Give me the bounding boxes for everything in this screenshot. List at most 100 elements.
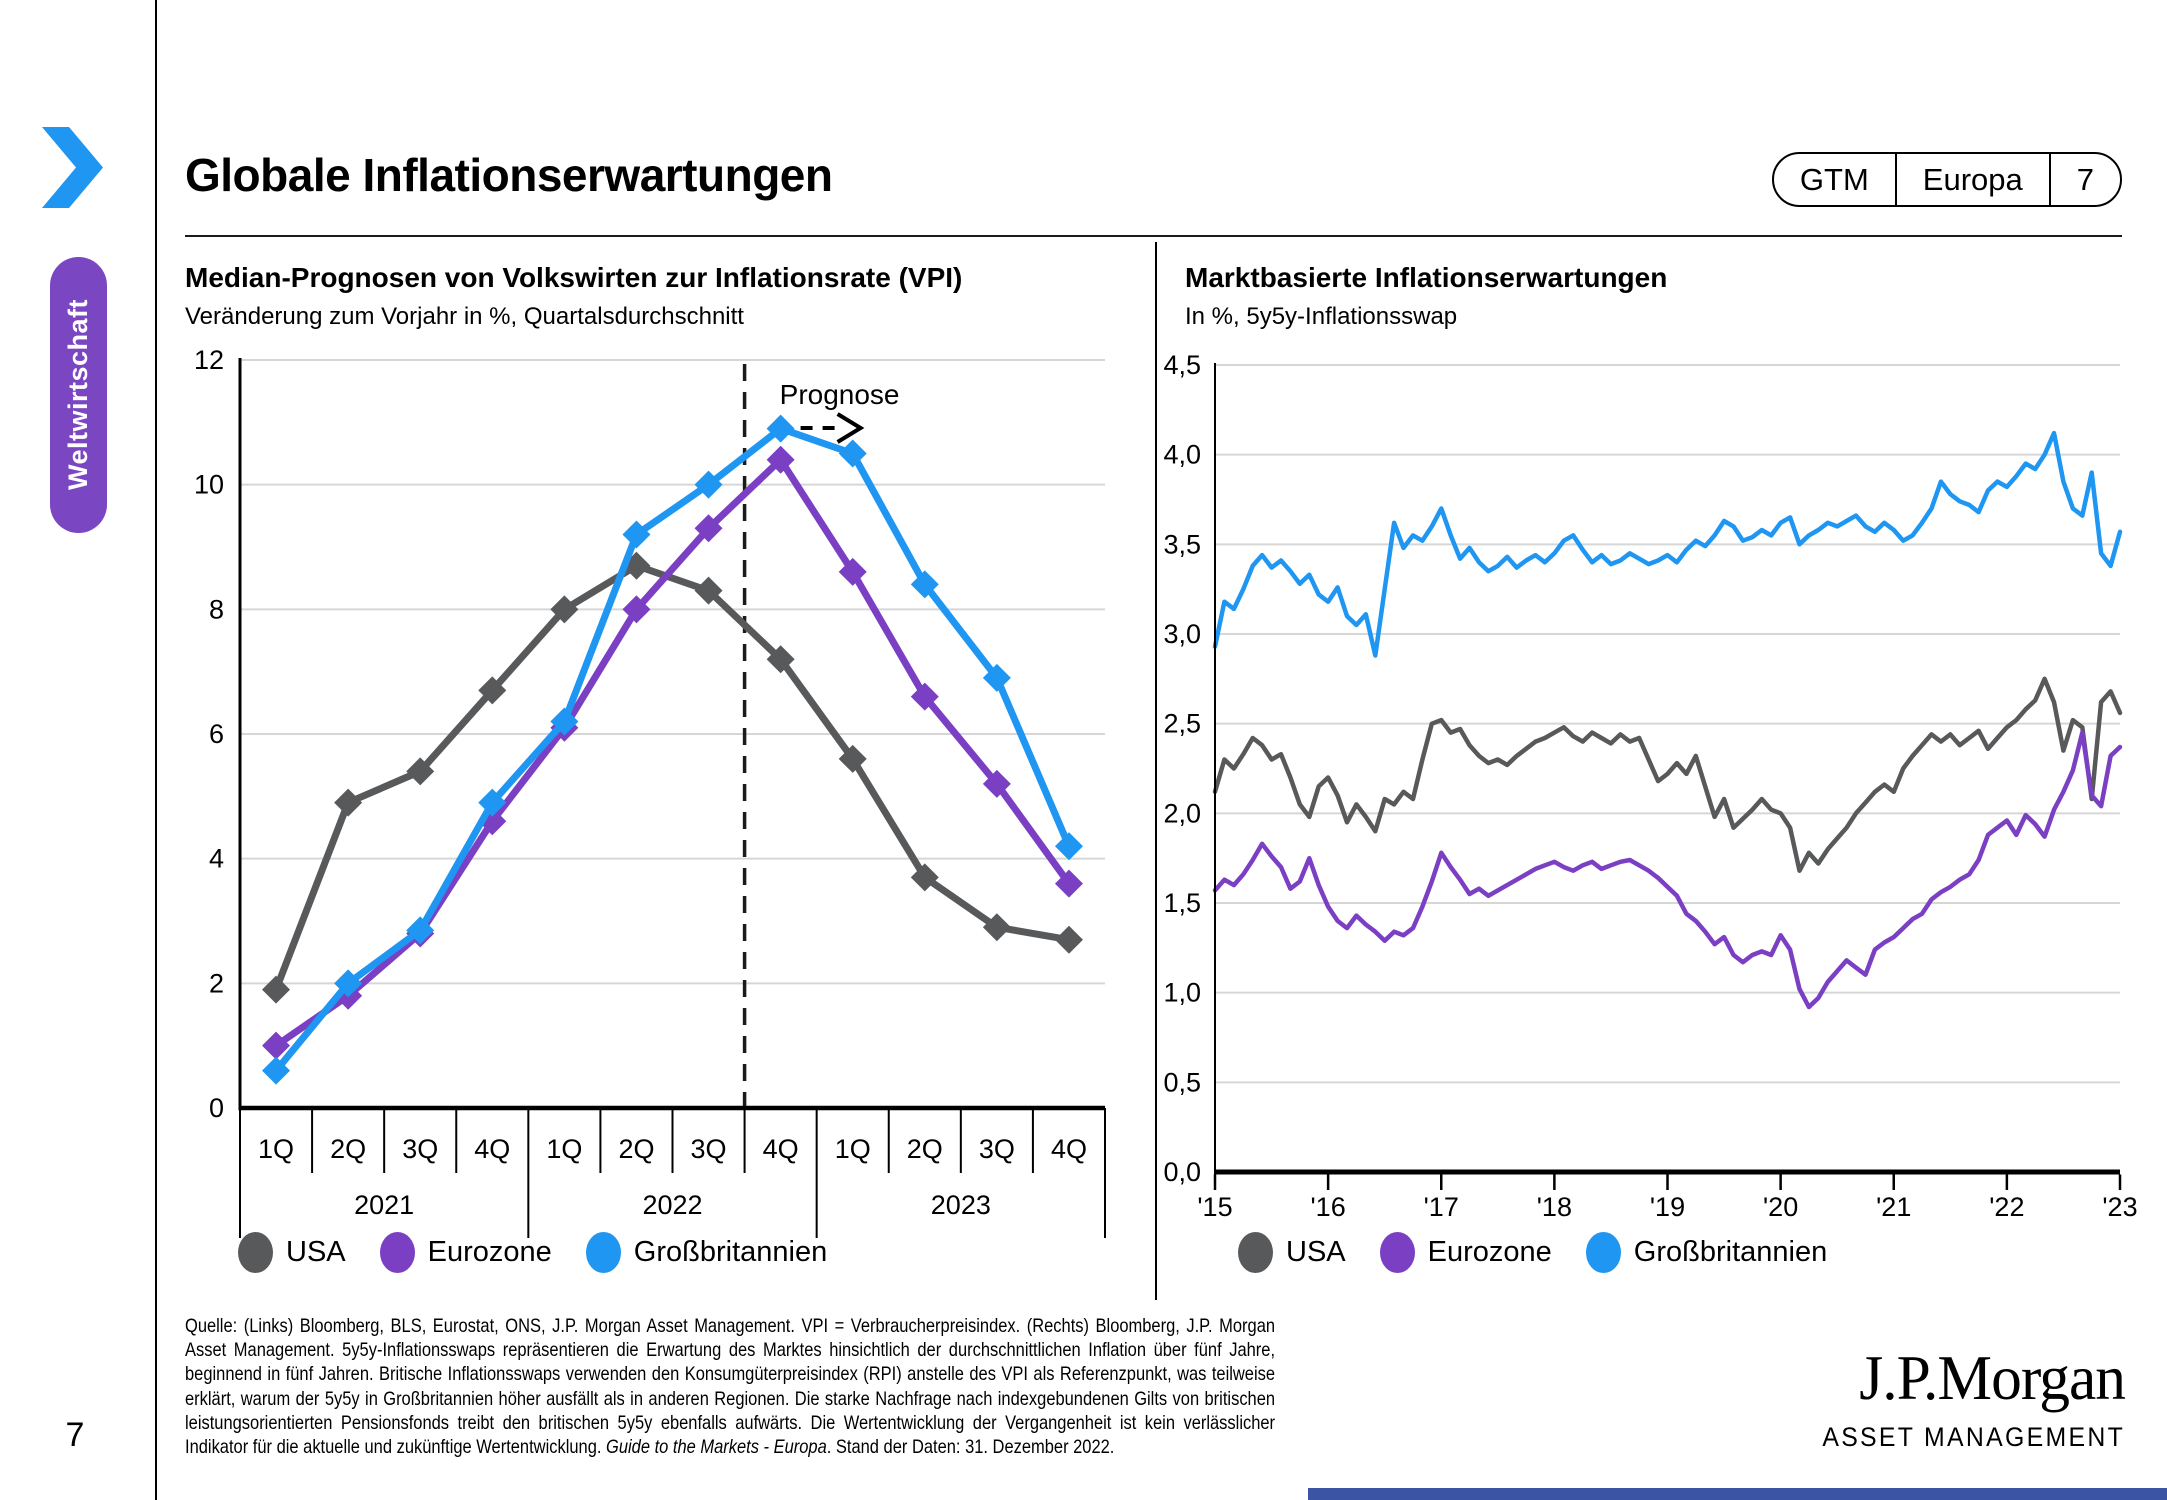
legend-item-USA[interactable]: USA xyxy=(1238,1232,1346,1273)
y-axis-tick-label: 12 xyxy=(194,345,224,375)
series-marker-Eurozone xyxy=(1054,869,1083,898)
page-title: Globale Inflationserwartungen xyxy=(185,149,833,201)
gtm-badge: GTM Europa 7 xyxy=(1771,152,2122,207)
series-marker-USA xyxy=(334,788,363,817)
quarter-label: 4Q xyxy=(474,1134,510,1164)
y-axis-tick-label: 3,0 xyxy=(1163,619,1201,649)
forecast-arrow-head xyxy=(836,412,865,444)
series-marker-Eurozone xyxy=(838,557,867,586)
series-marker-USA xyxy=(478,676,507,705)
series-marker-Eurozone xyxy=(766,445,795,474)
series-marker-USA xyxy=(766,645,795,674)
legend-dot xyxy=(1585,1232,1621,1273)
legend-item-Eurozone[interactable]: Eurozone xyxy=(1379,1232,1552,1273)
series-line-USA xyxy=(272,562,1073,994)
x-axis-tick-label: '23 xyxy=(2102,1192,2137,1222)
y-axis-tick-label: 2,5 xyxy=(1163,709,1201,739)
legend-label: USA xyxy=(1286,1236,1346,1268)
year-label: 2021 xyxy=(354,1190,414,1220)
series-line-Eurozone xyxy=(272,456,1073,1050)
legend-label: Eurozone xyxy=(1427,1236,1552,1268)
header-rule xyxy=(185,235,2122,237)
series-marker-Großbritannien xyxy=(478,788,507,817)
series-line-USA xyxy=(1212,676,2123,873)
series-marker-USA xyxy=(838,744,867,773)
y-axis-tick-label: 0,0 xyxy=(1163,1157,1201,1187)
quarter-label: 2Q xyxy=(618,1134,654,1164)
quarter-label: 1Q xyxy=(258,1134,294,1164)
series-marker-Großbritannien xyxy=(1054,832,1083,861)
source-text-suffix: . Stand der Daten: 31. Dezember 2022. xyxy=(826,1435,1115,1458)
x-axis-tick-label: '17 xyxy=(1424,1192,1459,1222)
series-marker-USA xyxy=(262,975,291,1004)
series-line-Eurozone xyxy=(1212,730,2123,1010)
legend-item-Großbritannien[interactable]: Großbritannien xyxy=(1585,1232,1828,1273)
y-axis-tick-label: 6 xyxy=(209,719,224,749)
legend-label: Großbritannien xyxy=(633,1236,828,1268)
year-label: 2023 xyxy=(931,1190,991,1220)
series-marker-Großbritannien xyxy=(334,969,363,998)
quarter-label: 1Q xyxy=(546,1134,582,1164)
right-chart-subtitle: In %, 5y5y-Inflationsswap xyxy=(1185,303,1458,330)
y-axis-tick-label: 4,5 xyxy=(1163,350,1201,380)
x-axis-tick-label: '16 xyxy=(1311,1192,1346,1222)
legend-item-Eurozone[interactable]: Eurozone xyxy=(379,1232,552,1273)
legend-label: Großbritannien xyxy=(1633,1236,1828,1268)
x-axis-tick-label: '18 xyxy=(1537,1192,1572,1222)
legend-dot xyxy=(1238,1232,1273,1273)
series-marker-USA xyxy=(982,913,1011,942)
jpmorgan-logo-subline: ASSET MANAGEMENT xyxy=(1822,1422,2125,1452)
x-axis-tick-label: '21 xyxy=(1876,1192,1911,1222)
series-marker-Eurozone xyxy=(694,514,723,543)
series-marker-Eurozone xyxy=(982,769,1011,798)
series-marker-USA xyxy=(550,595,579,624)
y-axis-tick-label: 8 xyxy=(209,594,224,624)
right-chart-legend: USA Eurozone Großbritannien xyxy=(1238,1232,1827,1273)
y-axis-tick-label: 1,5 xyxy=(1163,888,1201,918)
left-chart-legend: USA Eurozone Großbritannien xyxy=(238,1232,827,1273)
jpmorgan-logo: J.P.Morgan ASSET MANAGEMENT xyxy=(1796,1346,2126,1453)
y-axis-tick-label: 2 xyxy=(209,968,224,998)
series-marker-Eurozone xyxy=(334,981,363,1010)
y-axis-tick-label: 3,5 xyxy=(1163,529,1201,559)
y-axis-tick-label: 1,0 xyxy=(1163,978,1201,1008)
legend-item-USA[interactable]: USA xyxy=(238,1232,346,1273)
sidebar-section-pill[interactable]: Weltwirtschaft xyxy=(50,257,107,533)
chevron-shape xyxy=(42,127,103,208)
series-marker-Großbritannien xyxy=(550,707,579,736)
y-axis-tick-label: 0,5 xyxy=(1163,1067,1201,1097)
legend-item-Großbritannien[interactable]: Großbritannien xyxy=(585,1232,828,1273)
right-chart-title: Marktbasierte Inflationserwartungen xyxy=(1185,262,1668,293)
series-marker-USA xyxy=(910,863,939,892)
y-axis-tick-label: 10 xyxy=(194,470,224,500)
legend-dot xyxy=(379,1232,415,1273)
series-marker-USA xyxy=(694,576,723,605)
y-axis-tick-label: 4 xyxy=(209,844,224,874)
legend-dot xyxy=(585,1232,621,1273)
page-number: 7 xyxy=(65,1416,85,1454)
x-axis-tick-label: '22 xyxy=(1989,1192,2024,1222)
source-text: Quelle: (Links) Bloomberg, BLS, Eurostat… xyxy=(185,1314,1275,1459)
y-axis-tick-label: 4,0 xyxy=(1163,440,1201,470)
quarter-label: 3Q xyxy=(691,1134,727,1164)
quarter-label: 1Q xyxy=(835,1134,871,1164)
series-marker-Eurozone xyxy=(406,919,435,948)
series-marker-Eurozone xyxy=(622,595,651,624)
quarter-label: 3Q xyxy=(402,1134,438,1164)
left-chart-title: Median-Prognosen von Volkswirten zur Inf… xyxy=(185,262,963,293)
sidebar-section-label: Weltwirtschaft xyxy=(63,299,93,491)
x-axis-tick-label: '20 xyxy=(1763,1192,1798,1222)
series-marker-Großbritannien xyxy=(694,470,723,499)
series-marker-Großbritannien xyxy=(766,414,795,443)
series-marker-USA xyxy=(1054,925,1083,954)
series-marker-Eurozone xyxy=(910,682,939,711)
series-marker-Großbritannien xyxy=(910,570,939,599)
quarter-label: 2Q xyxy=(907,1134,943,1164)
x-axis-tick-label: '15 xyxy=(1197,1192,1232,1222)
series-marker-USA xyxy=(406,757,435,786)
quarter-label: 4Q xyxy=(763,1134,799,1164)
quarter-label: 4Q xyxy=(1051,1134,1087,1164)
legend-dot xyxy=(238,1232,273,1273)
